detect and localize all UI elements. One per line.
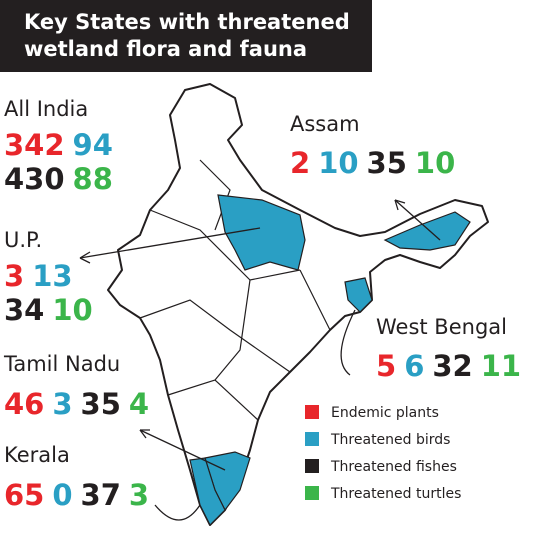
region-values: 65 0 37 3	[4, 478, 157, 512]
legend-item: Endemic plants	[305, 405, 439, 421]
region-name: West Bengal	[376, 315, 507, 339]
legend-item: Threatened fishes	[305, 459, 457, 475]
legend-swatch	[305, 405, 319, 419]
region-name: All India	[4, 97, 89, 121]
legend-item: Threatened birds	[305, 432, 450, 448]
region-name: Assam	[290, 112, 360, 136]
value: 46	[4, 387, 45, 421]
value: 2	[290, 146, 311, 180]
value: 94	[72, 128, 113, 162]
value: 6	[404, 349, 425, 383]
value: 3	[52, 387, 73, 421]
value: 342	[4, 128, 65, 162]
value: 35	[80, 387, 121, 421]
value: 35	[366, 146, 407, 180]
arrows	[79, 199, 441, 521]
value: 13	[32, 259, 73, 293]
legend-swatch	[305, 432, 319, 446]
region-values: 46 3 35 4	[4, 387, 157, 421]
value: 3	[128, 478, 150, 512]
region-name: Kerala	[4, 443, 70, 467]
state-borders	[139, 159, 331, 421]
value: 88	[72, 162, 113, 196]
region-name: Tamil Nadu	[4, 352, 121, 376]
legend-swatch	[305, 459, 319, 473]
legend-label: Threatened turtles	[331, 486, 462, 502]
legend-label: Threatened birds	[331, 432, 451, 448]
value: 10	[414, 146, 456, 180]
region-values: 342 94 430 88	[4, 128, 121, 196]
value: 430	[4, 162, 65, 196]
value: 37	[80, 478, 121, 512]
india-outline	[107, 83, 489, 526]
value: 11	[480, 349, 522, 383]
legend-label: Threatened fishes	[331, 459, 457, 475]
value: 34	[4, 293, 45, 327]
title: Key States with threatened wetland flora…	[0, 0, 372, 72]
region-values: 3 13 34 10	[4, 259, 101, 327]
legend-swatch	[305, 486, 319, 500]
region-values: 2 10 35 10	[290, 146, 463, 180]
region-values: 5 6 32 11	[376, 349, 529, 383]
value: 5	[376, 349, 397, 383]
value: 3	[4, 259, 25, 293]
highlighted-states	[189, 194, 471, 527]
legend-item: Threatened turtles	[305, 486, 461, 502]
value: 65	[4, 478, 45, 512]
region-name: U.P.	[4, 228, 43, 252]
legend-label: Endemic plants	[331, 405, 439, 421]
value: 0	[52, 478, 73, 512]
value: 10	[52, 293, 93, 327]
value: 4	[128, 387, 150, 421]
value: 10	[318, 146, 359, 180]
value: 32	[432, 349, 473, 383]
